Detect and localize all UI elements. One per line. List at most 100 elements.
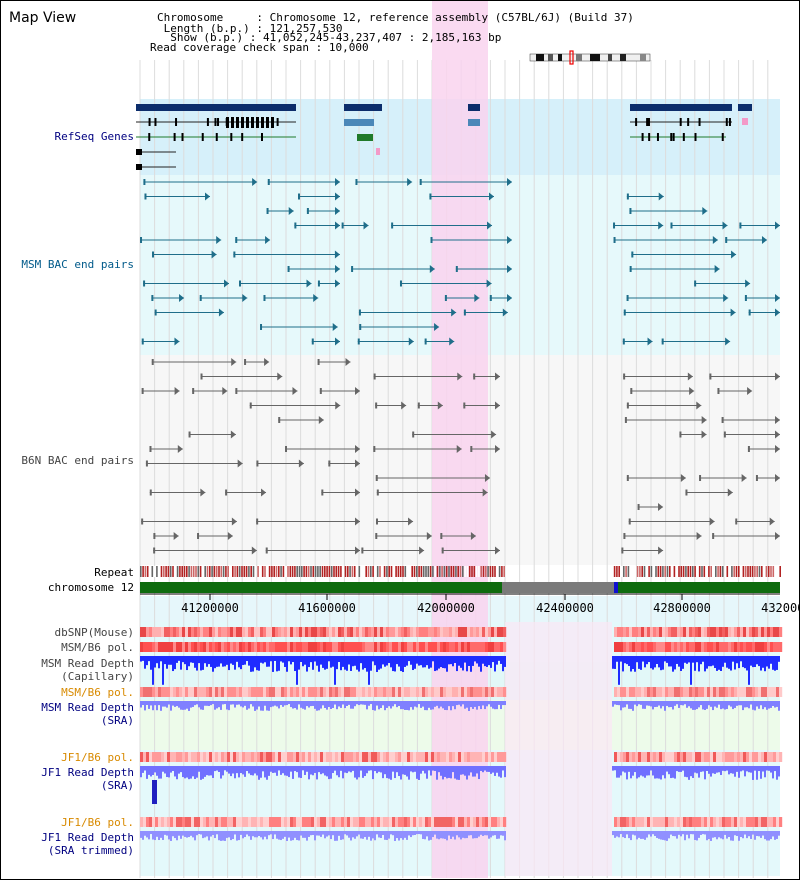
depth-bar: [318, 656, 320, 672]
b6n-bac-end: [317, 359, 320, 365]
depth-bar: [628, 656, 630, 667]
depth-bar: [726, 701, 728, 710]
repeat-mark: [374, 566, 377, 577]
heat-cell: [428, 752, 432, 762]
depth-bar: [710, 656, 712, 667]
depth-bar: [354, 656, 356, 666]
repeat-mark: [636, 566, 639, 577]
heat-cell: [146, 627, 150, 637]
heat-cell: [344, 687, 348, 697]
heat-cell: [377, 642, 381, 652]
repeat-mark: [503, 566, 505, 577]
depth-bar: [698, 656, 700, 672]
heat-cell: [260, 642, 264, 652]
depth-bar: [714, 766, 716, 774]
depth-bar: [274, 766, 276, 773]
msm-bac-end: [199, 295, 202, 301]
heat-cell: [413, 642, 417, 652]
heat-cell: [659, 817, 663, 827]
heat-cell: [734, 752, 738, 762]
depth-bar: [152, 766, 154, 775]
heat-cell: [731, 627, 735, 637]
depth-bar: [352, 766, 354, 771]
msm-bac-end: [451, 308, 457, 317]
heat-cell: [749, 627, 753, 637]
depth-bar: [760, 701, 762, 706]
depth-bar: [644, 766, 646, 778]
depth-bar: [770, 656, 772, 664]
depth-bar: [632, 701, 634, 711]
repeat-mark: [761, 566, 763, 577]
depth-bar: [468, 766, 470, 776]
depth-bar: [190, 831, 192, 836]
depth-bar: [316, 656, 318, 666]
track-label-refseq[interactable]: RefSeq Genes: [54, 130, 134, 143]
repeat-mark: [416, 566, 418, 577]
depth-bar: [410, 831, 412, 838]
heat-cell: [293, 752, 297, 762]
depth-bar: [276, 701, 278, 707]
depth-bar: [158, 831, 160, 841]
repeat-mark: [705, 566, 708, 577]
repeat-mark: [719, 566, 722, 577]
depth-bar: [670, 831, 672, 835]
b6n-bac-end: [375, 518, 378, 525]
depth-bar: [656, 701, 658, 707]
heat-cell: [443, 642, 447, 652]
heat-cell: [719, 642, 723, 652]
b6n-bac-end: [747, 387, 753, 395]
heat-cell: [641, 687, 645, 697]
heat-cell: [167, 752, 171, 762]
heat-cell: [473, 687, 477, 697]
gene-exon: [175, 118, 178, 126]
depth-bar: [484, 766, 486, 771]
heat-cell: [203, 642, 207, 652]
heat-cell: [371, 752, 375, 762]
heat-cell: [317, 627, 321, 637]
heat-cell: [299, 752, 303, 762]
heat-cell: [278, 817, 282, 827]
depth-bar: [718, 831, 720, 838]
depth-bar: [638, 831, 640, 838]
depth-bar: [442, 656, 444, 669]
depth-bar: [366, 766, 368, 774]
heat-cell: [719, 627, 723, 637]
depth-bar: [168, 701, 170, 705]
depth-bar: [454, 766, 456, 779]
heat-cell: [350, 687, 354, 697]
msm-bac-end: [235, 237, 238, 243]
depth-bar: [198, 701, 200, 708]
depth-bar: [460, 656, 462, 668]
depth-bar: [732, 701, 734, 710]
heat-cell: [632, 627, 636, 637]
depth-bar: [724, 656, 726, 663]
heat-cell: [638, 642, 642, 652]
depth-bar: [278, 701, 280, 709]
repeat-mark: [370, 566, 372, 577]
heat-cell: [692, 627, 696, 637]
heat-cell: [728, 752, 732, 762]
depth-bar: [664, 701, 666, 711]
track-label-msm-bac[interactable]: MSM BAC end pairs: [21, 258, 134, 271]
depth-bar: [408, 701, 410, 711]
b6n-bac-end: [717, 388, 720, 394]
depth-bar: [752, 766, 754, 780]
repeat-mark: [140, 566, 142, 577]
heat-cell: [368, 627, 372, 637]
depth-bar: [164, 701, 166, 707]
depth-bar: [624, 831, 626, 839]
heat-cell: [440, 817, 444, 827]
repeat-mark: [160, 566, 163, 577]
heat-cell: [641, 642, 645, 652]
ideogram-band: [620, 54, 626, 61]
depth-bar: [756, 831, 758, 837]
depth-bar: [262, 766, 264, 772]
heat-cell: [374, 627, 378, 637]
depth-bar: [342, 656, 344, 667]
axis-tick-label: 42000000: [417, 601, 475, 615]
track-label-b6n-bac[interactable]: B6N BAC end pairs: [21, 454, 134, 467]
depth-bar: [218, 701, 220, 708]
depth-bar: [324, 766, 326, 776]
coverage-key: Read coverage check span: [150, 41, 309, 54]
